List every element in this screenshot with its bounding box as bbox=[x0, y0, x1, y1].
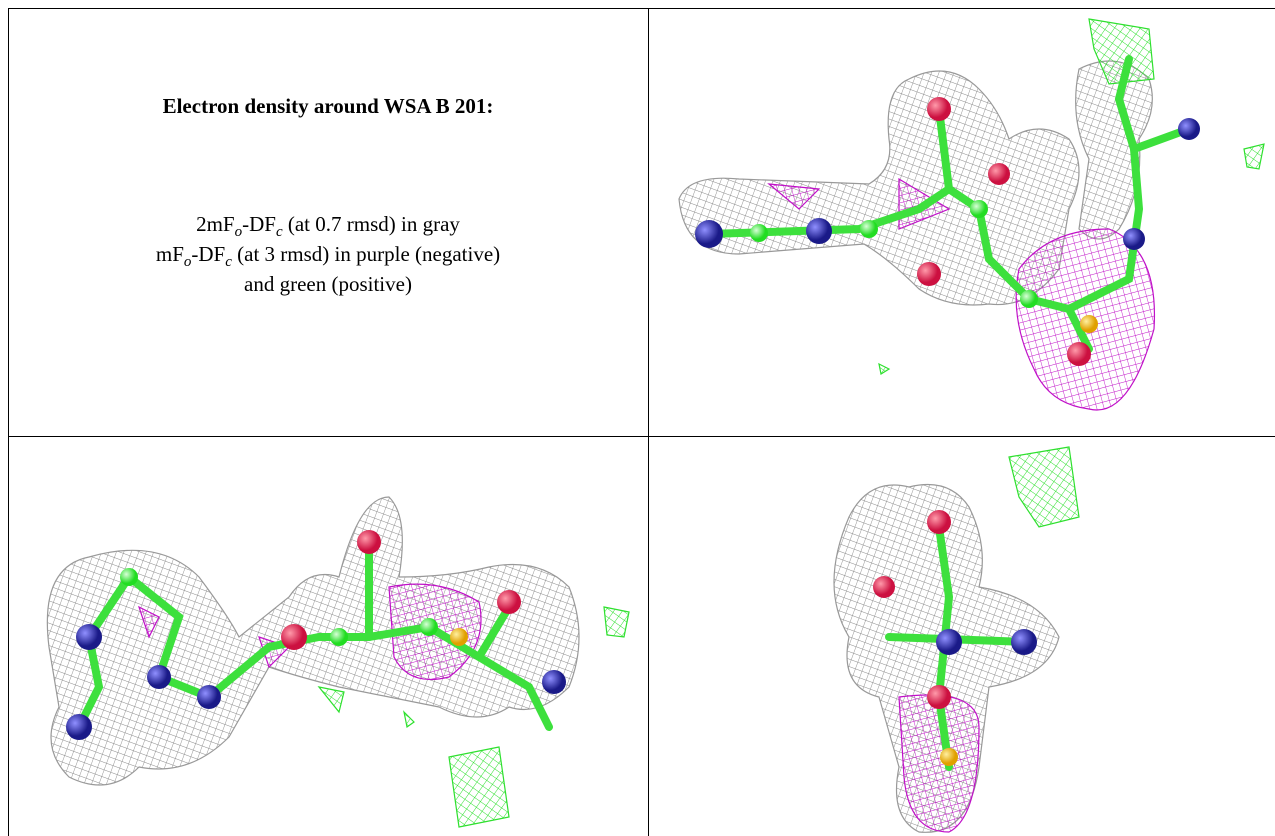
caption-title: Electron density around WSA B 201: bbox=[8, 94, 648, 119]
caption-line: mFo-DFc (at 3 rmsd) in purple (negative) bbox=[8, 242, 648, 271]
text: (at 3 rmsd) in purple (negative) bbox=[232, 242, 500, 266]
text: -DF bbox=[242, 212, 276, 236]
caption-line: 2mFo-DFc (at 0.7 rmsd) in gray bbox=[8, 212, 648, 241]
text: 2mF bbox=[196, 212, 235, 236]
text: (at 0.7 rmsd) in gray bbox=[283, 212, 460, 236]
density-view-2 bbox=[9, 437, 648, 836]
subscript: c bbox=[276, 224, 283, 240]
text: -DF bbox=[191, 242, 225, 266]
page: Electron density around WSA B 201: 2mFo-… bbox=[0, 0, 1275, 836]
text: mF bbox=[156, 242, 184, 266]
density-view-1 bbox=[649, 9, 1275, 436]
subscript: o bbox=[235, 224, 243, 240]
subscript: c bbox=[225, 254, 232, 270]
density-view-3 bbox=[649, 437, 1275, 836]
caption-line: and green (positive) bbox=[8, 272, 648, 297]
text: and green (positive) bbox=[244, 272, 412, 296]
